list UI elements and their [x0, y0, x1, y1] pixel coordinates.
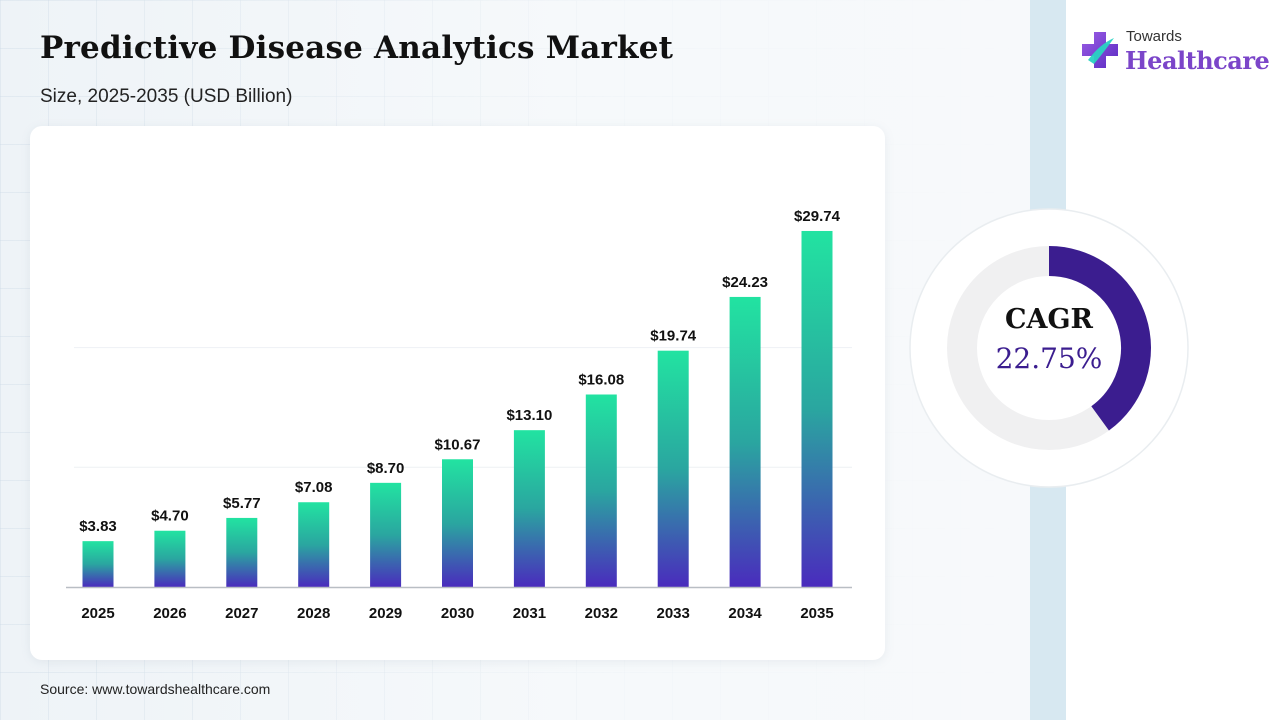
bar-value-label: $5.77 [223, 495, 261, 512]
brand-small-text: Towards [1126, 28, 1182, 45]
bar-value-label: $7.08 [295, 479, 333, 496]
x-tick-label: 2030 [441, 605, 474, 622]
cagr-donut: CAGR 22.75% [905, 204, 1193, 492]
source-text: Source: www.towardshealthcare.com [40, 681, 271, 697]
x-tick-label: 2035 [800, 605, 833, 622]
bar-2025 [82, 541, 114, 587]
cagr-progress-arc [1048, 246, 1151, 431]
chart-card: $3.83 2025 $4.70 2026 $5.77 2027 $7.08 2028 $8.7… [30, 126, 885, 660]
x-tick-label: 2032 [585, 605, 618, 622]
bar-2033 [657, 350, 689, 587]
bar-value-label: $4.70 [151, 508, 189, 525]
bar-2030 [442, 459, 473, 587]
x-tick-label: 2029 [369, 605, 402, 622]
x-tick-label: 2026 [153, 605, 186, 622]
x-tick-label: 2027 [225, 605, 258, 622]
bar-value-label: $16.08 [578, 371, 624, 388]
bar-2032 [585, 394, 617, 587]
x-tick-label: 2028 [297, 605, 330, 622]
bar-value-label: $24.23 [722, 274, 768, 291]
bar-value-label: $29.74 [794, 208, 841, 225]
bar-2035 [801, 230, 833, 587]
bar-value-label: $10.67 [435, 436, 481, 453]
bar-2028 [298, 502, 330, 587]
bar-2029 [370, 482, 402, 587]
bar-2027 [226, 517, 258, 587]
bar-value-label: $3.83 [79, 518, 117, 535]
bar-2031 [513, 430, 545, 587]
bar-2034 [729, 296, 761, 587]
brand-big-text: Healthcare [1125, 46, 1270, 75]
brand-logo[interactable]: Towards Healthcare [1080, 28, 1270, 80]
cagr-label: CAGR [1005, 304, 1093, 335]
bar-value-label: $19.74 [650, 328, 697, 345]
page-title: Predictive Disease Analytics Market [40, 30, 674, 66]
bar-value-label: $13.10 [506, 407, 552, 424]
x-tick-label: 2033 [657, 605, 690, 622]
medical-cross-icon [1082, 32, 1118, 68]
page-subtitle: Size, 2025-2035 (USD Billion) [40, 86, 293, 107]
bar-value-label: $8.70 [367, 460, 405, 477]
bar-chart: $3.83 2025 $4.70 2026 $5.77 2027 $7.08 2028 $8.7… [66, 208, 852, 622]
bar-2026 [154, 530, 186, 587]
x-tick-label: 2025 [81, 605, 114, 622]
x-tick-label: 2034 [728, 605, 762, 622]
x-tick-label: 2031 [513, 605, 546, 622]
cagr-ring [909, 208, 1189, 488]
cagr-value: 22.75% [995, 342, 1103, 375]
